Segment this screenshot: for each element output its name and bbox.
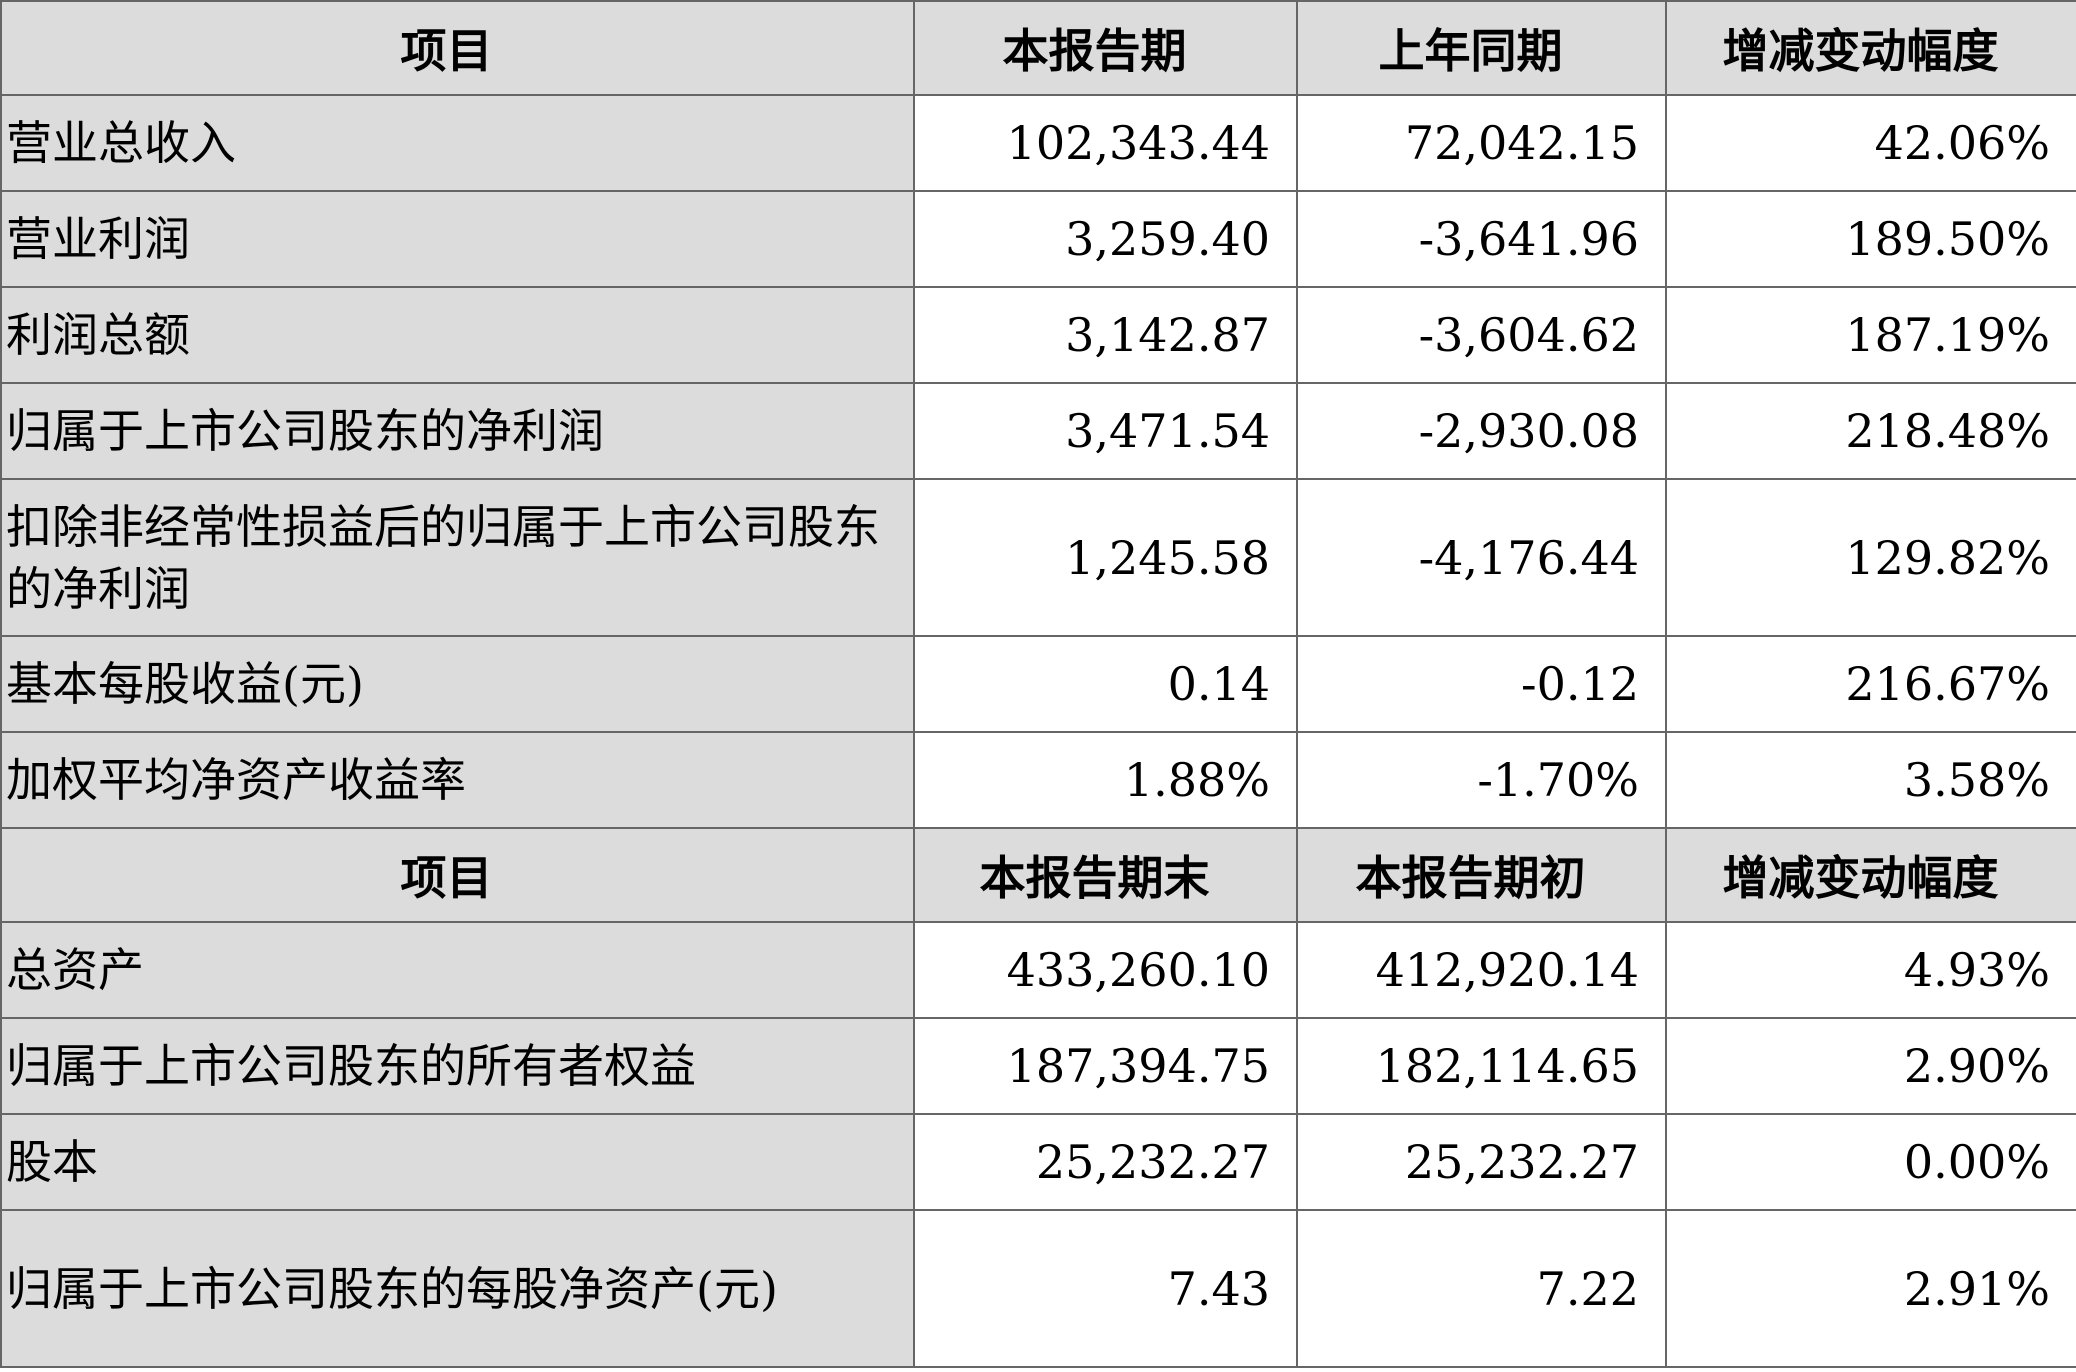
column-header: 增减变动幅度 [1665,827,2076,923]
row-label: 利润总额 [0,286,915,384]
row-label: 营业总收入 [0,94,915,192]
change-percent: 42.06% [1665,94,2076,192]
prior-value: 412,920.14 [1296,921,1667,1019]
change-percent: 216.67% [1665,635,2076,733]
row-label: 归属于上市公司股东的所有者权益 [0,1017,915,1115]
column-header: 项目 [0,827,915,923]
prior-value: 25,232.27 [1296,1113,1667,1211]
table-row: 归属于上市公司股东的每股净资产(元) 7.43 7.22 2.91% [0,1209,2076,1368]
prior-value: -3,604.62 [1296,286,1667,384]
row-label: 基本每股收益(元) [0,635,915,733]
table-row: 股本 25,232.27 25,232.27 0.00% [0,1113,2076,1211]
current-value: 433,260.10 [913,921,1298,1019]
prior-value: 7.22 [1296,1209,1667,1368]
prior-value: -3,641.96 [1296,190,1667,288]
change-percent: 218.48% [1665,382,2076,480]
current-value: 25,232.27 [913,1113,1298,1211]
row-label: 股本 [0,1113,915,1211]
current-value: 1,245.58 [913,478,1298,637]
current-value: 3,471.54 [913,382,1298,480]
table-row: 归属于上市公司股东的净利润 3,471.54 -2,930.08 218.48% [0,382,2076,480]
row-label: 加权平均净资产收益率 [0,731,915,829]
prior-value: 72,042.15 [1296,94,1667,192]
prior-value: -1.70% [1296,731,1667,829]
change-percent: 2.91% [1665,1209,2076,1368]
prior-value: 182,114.65 [1296,1017,1667,1115]
prior-value: -0.12 [1296,635,1667,733]
column-header: 本报告期初 [1296,827,1667,923]
row-label: 营业利润 [0,190,915,288]
prior-value: -2,930.08 [1296,382,1667,480]
row-label: 扣除非经常性损益后的归属于上市公司股东的净利润 [0,478,915,637]
current-value: 102,343.44 [913,94,1298,192]
table-row: 营业总收入 102,343.44 72,042.15 42.06% [0,94,2076,192]
table-row: 归属于上市公司股东的所有者权益 187,394.75 182,114.65 2.90% [0,1017,2076,1115]
table-row: 利润总额 3,142.87 -3,604.62 187.19% [0,286,2076,384]
change-percent: 3.58% [1665,731,2076,829]
prior-value: -4,176.44 [1296,478,1667,637]
current-value: 187,394.75 [913,1017,1298,1115]
column-header: 增减变动幅度 [1665,0,2076,96]
header-row: 项目 本报告期 上年同期 增减变动幅度 [0,0,2076,96]
column-header: 项目 [0,0,915,96]
change-percent: 189.50% [1665,190,2076,288]
change-percent: 187.19% [1665,286,2076,384]
row-label: 归属于上市公司股东的净利润 [0,382,915,480]
column-header: 本报告期末 [913,827,1298,923]
table-row: 扣除非经常性损益后的归属于上市公司股东的净利润 1,245.58 -4,176.44… [0,478,2076,637]
table-row: 加权平均净资产收益率 1.88% -1.70% 3.58% [0,731,2076,829]
change-percent: 4.93% [1665,921,2076,1019]
row-label: 归属于上市公司股东的每股净资产(元) [0,1209,915,1368]
header-row: 项目 本报告期末 本报告期初 增减变动幅度 [0,827,2076,923]
table-row: 营业利润 3,259.40 -3,641.96 189.50% [0,190,2076,288]
column-header: 上年同期 [1296,0,1667,96]
current-value: 1.88% [913,731,1298,829]
table-row: 总资产 433,260.10 412,920.14 4.93% [0,921,2076,1019]
current-value: 3,142.87 [913,286,1298,384]
change-percent: 2.90% [1665,1017,2076,1115]
current-value: 0.14 [913,635,1298,733]
current-value: 3,259.40 [913,190,1298,288]
change-percent: 129.82% [1665,478,2076,637]
row-label: 总资产 [0,921,915,1019]
column-header: 本报告期 [913,0,1298,96]
table-row: 基本每股收益(元) 0.14 -0.12 216.67% [0,635,2076,733]
change-percent: 0.00% [1665,1113,2076,1211]
current-value: 7.43 [913,1209,1298,1368]
